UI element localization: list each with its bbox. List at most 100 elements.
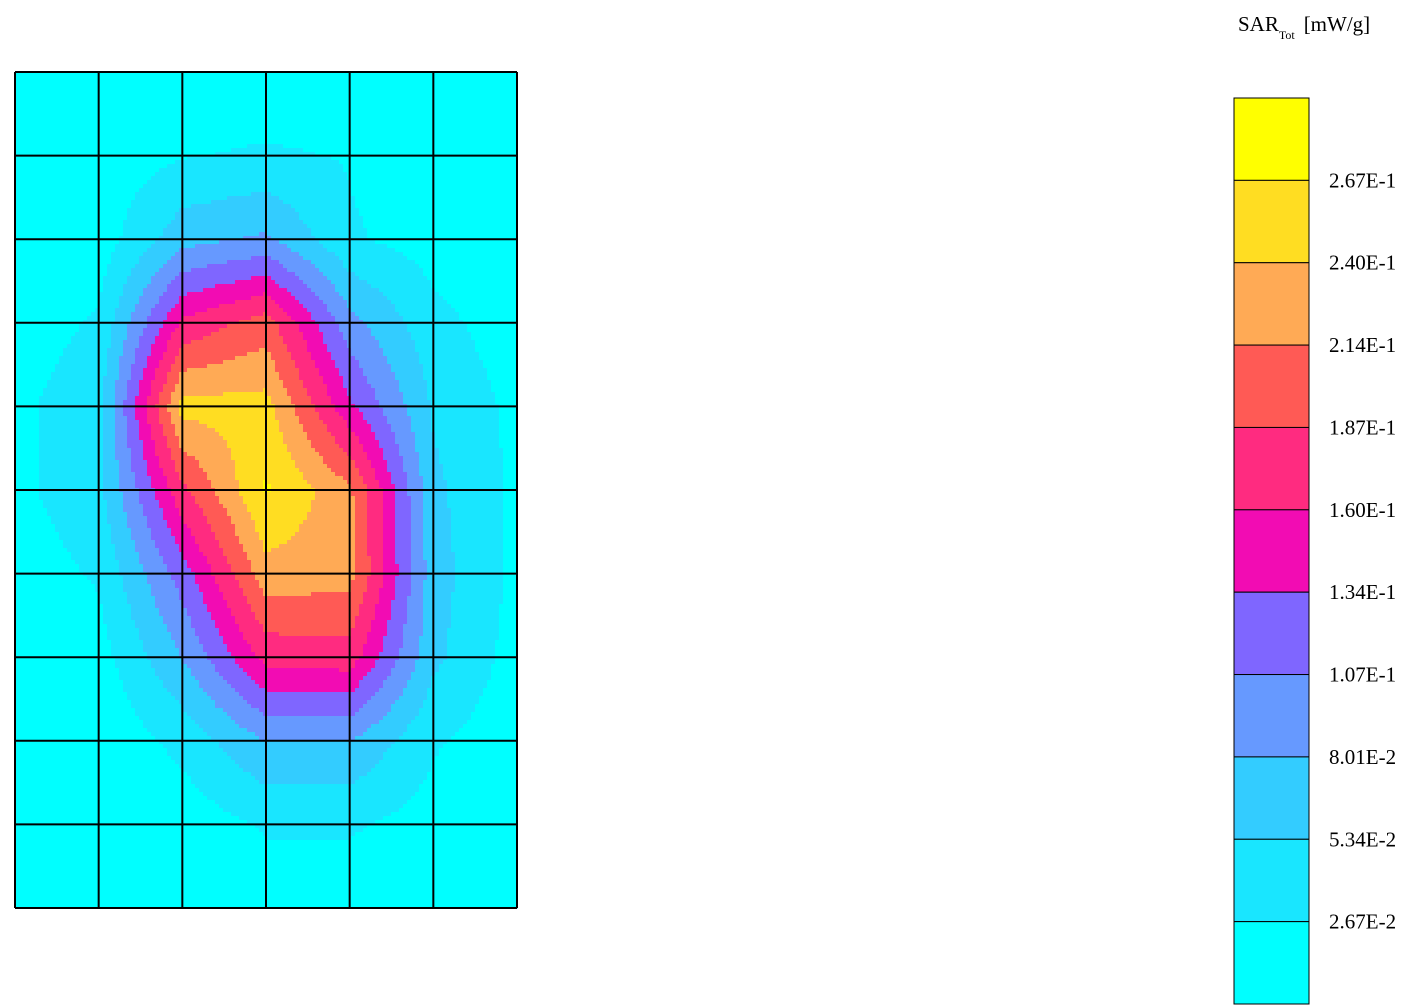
contour-cell	[39, 172, 44, 177]
contour-cell	[27, 168, 32, 173]
contour-cell	[115, 208, 120, 213]
contour-cell	[123, 196, 128, 201]
contour-cell	[407, 96, 412, 101]
contour-cell	[27, 148, 32, 153]
contour-cell	[339, 72, 344, 77]
contour-cell	[139, 108, 144, 113]
contour-cell	[215, 80, 220, 85]
contour-cell	[91, 76, 96, 81]
contour-cell	[27, 108, 32, 113]
contour-cell	[291, 224, 296, 229]
contour-cell	[355, 88, 360, 93]
contour-cell	[239, 180, 244, 185]
contour-cell	[123, 152, 128, 157]
contour-cell	[443, 112, 448, 117]
contour-cell	[51, 140, 56, 145]
contour-cell	[307, 92, 312, 97]
contour-cell	[391, 148, 396, 153]
contour-cell	[363, 108, 368, 113]
contour-cell	[419, 172, 424, 177]
contour-cell	[331, 100, 336, 105]
contour-cell	[191, 136, 196, 141]
contour-cell	[327, 228, 332, 233]
contour-cell	[171, 108, 176, 113]
contour-cell	[499, 92, 504, 97]
contour-cell	[483, 116, 488, 121]
contour-cell	[299, 100, 304, 105]
contour-cell	[471, 72, 476, 77]
contour-cell	[119, 92, 124, 97]
contour-cell	[499, 104, 504, 109]
contour-cell	[167, 76, 172, 81]
contour-cell	[359, 108, 364, 113]
contour-cell	[215, 164, 220, 169]
contour-cell	[231, 140, 236, 145]
contour-cell	[119, 156, 124, 161]
contour-cell	[499, 148, 504, 153]
contour-cell	[151, 104, 156, 109]
contour-cell	[223, 116, 228, 121]
contour-cell	[255, 88, 260, 93]
contour-cell	[283, 124, 288, 129]
contour-cell	[419, 120, 424, 125]
contour-cell	[203, 128, 208, 133]
contour-cell	[147, 176, 152, 181]
contour-cell	[259, 224, 264, 229]
contour-cell	[275, 116, 280, 121]
contour-cell	[143, 208, 148, 213]
contour-cell	[343, 72, 348, 77]
contour-cell	[351, 84, 356, 89]
contour-cell	[87, 180, 92, 185]
contour-cell	[479, 100, 484, 105]
contour-cell	[171, 152, 176, 157]
contour-cell	[415, 204, 420, 209]
contour-cell	[495, 112, 500, 117]
contour-cell	[495, 172, 500, 177]
contour-cell	[247, 92, 252, 97]
contour-cell	[495, 200, 500, 205]
contour-cell	[47, 72, 52, 77]
contour-cell	[335, 120, 340, 125]
contour-cell	[311, 228, 316, 233]
contour-cell	[75, 228, 80, 233]
contour-cell	[83, 112, 88, 117]
contour-cell	[47, 208, 52, 213]
contour-cell	[295, 180, 300, 185]
contour-cell	[447, 120, 452, 125]
contour-cell	[151, 112, 156, 117]
contour-cell	[147, 136, 152, 141]
contour-cell	[75, 116, 80, 121]
contour-cell	[135, 160, 140, 165]
contour-cell	[331, 180, 336, 185]
contour-cell	[31, 112, 36, 117]
contour-cell	[331, 132, 336, 137]
contour-cell	[91, 100, 96, 105]
contour-cell	[483, 208, 488, 213]
contour-cell	[215, 132, 220, 137]
contour-cell	[195, 164, 200, 169]
contour-cell	[171, 144, 176, 149]
contour-cell	[99, 208, 104, 213]
contour-cell	[335, 192, 340, 197]
contour-cell	[383, 108, 388, 113]
contour-cell	[27, 152, 32, 157]
contour-cell	[235, 216, 240, 221]
contour-cell	[443, 108, 448, 113]
contour-cell	[423, 184, 428, 189]
contour-cell	[231, 216, 236, 221]
contour-cell	[199, 216, 204, 221]
contour-cell	[359, 176, 364, 181]
contour-cell	[183, 128, 188, 133]
contour-cell	[363, 160, 368, 165]
contour-cell	[427, 92, 432, 97]
contour-cell	[419, 184, 424, 189]
contour-cell	[339, 88, 344, 93]
contour-cell	[243, 148, 248, 153]
contour-cell	[111, 228, 116, 233]
contour-cell	[327, 160, 332, 165]
contour-cell	[291, 180, 296, 185]
contour-cell	[211, 128, 216, 133]
contour-cell	[83, 200, 88, 205]
contour-cell	[15, 172, 20, 177]
contour-cell	[395, 140, 400, 145]
